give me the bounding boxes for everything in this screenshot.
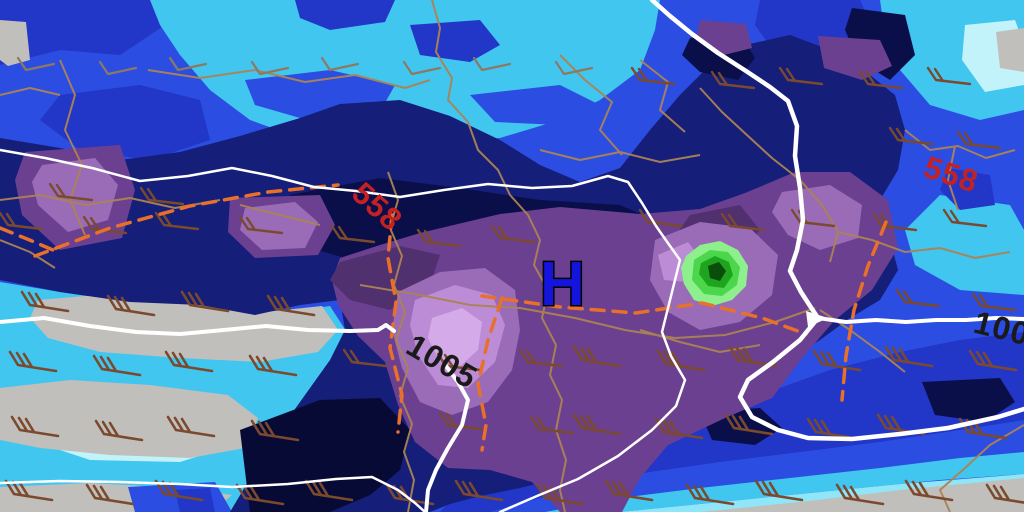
wind-barb	[884, 345, 934, 368]
contour-arrow-marker	[806, 311, 828, 327]
wind-barb	[98, 60, 138, 76]
wind-barb	[8, 350, 58, 373]
wind-barb	[342, 348, 388, 368]
high-pressure-symbol: H	[540, 250, 585, 319]
wind-barb	[895, 288, 941, 308]
wind-barb	[235, 483, 285, 506]
wind-barb	[250, 60, 290, 76]
wind-barb	[304, 479, 354, 502]
wind-barb	[630, 66, 676, 86]
wind-barb	[656, 349, 706, 372]
wind-barb	[248, 354, 298, 377]
wind-barb	[94, 419, 144, 442]
wind-barb	[876, 413, 926, 436]
wind-barb	[572, 345, 622, 368]
wind-barb	[720, 212, 766, 232]
wind-barb	[535, 483, 585, 506]
wind-barb	[710, 70, 756, 90]
wind-barb	[971, 292, 1017, 312]
wind-barb	[10, 415, 60, 438]
wind-barb	[529, 415, 575, 435]
wind-barb	[654, 417, 704, 440]
wind-barb	[490, 224, 536, 244]
wind-barb	[330, 224, 376, 244]
wind-barb	[320, 56, 360, 72]
wind-barb	[48, 182, 94, 202]
wind-barb	[250, 419, 300, 442]
wind-barb	[416, 228, 462, 248]
wind-barb	[572, 413, 622, 436]
wind-barb	[968, 349, 1018, 372]
wind-barb	[82, 215, 128, 235]
wind-barb	[164, 350, 214, 373]
wind-barb	[518, 348, 564, 368]
wind-barb	[4, 479, 54, 502]
wind-barb	[402, 60, 442, 76]
wind-barb	[85, 483, 135, 506]
wind-barb	[778, 66, 824, 86]
wind-barb	[956, 130, 1002, 150]
wind-barb	[166, 415, 216, 438]
wind-barb	[436, 352, 482, 372]
wind-barb	[454, 479, 504, 502]
wind-barb	[685, 483, 735, 506]
wind-barb	[139, 186, 185, 206]
isotherm-dashed-layer	[0, 183, 888, 452]
wind-barb	[858, 70, 904, 90]
wind-barb	[604, 479, 654, 502]
wind-barb	[20, 290, 70, 313]
wind-barb	[238, 215, 284, 235]
wind-barb	[942, 208, 988, 228]
wind-barb	[985, 483, 1024, 504]
wind-barb	[926, 66, 972, 86]
wind-barb	[266, 294, 316, 317]
wind-barb	[92, 354, 142, 377]
wind-barb	[728, 345, 778, 368]
wind-barb	[472, 56, 512, 72]
wind-barb	[812, 349, 862, 372]
wind-barb	[888, 126, 934, 146]
wind-barb	[754, 479, 804, 502]
wind-barb	[168, 56, 208, 72]
wind-barb	[438, 411, 484, 431]
wind-barb	[554, 60, 594, 76]
precip-max-blob	[681, 241, 748, 306]
wind-barb	[835, 483, 885, 506]
wind-barb	[154, 479, 204, 502]
wind-barb	[904, 479, 954, 502]
wind-barb	[154, 211, 200, 231]
wind-barb	[106, 294, 156, 317]
wind-barb	[180, 290, 230, 313]
wind-barb	[16, 56, 56, 72]
wind-barb	[724, 413, 774, 436]
wind-barb	[0, 211, 44, 231]
wind-barb	[806, 417, 856, 440]
